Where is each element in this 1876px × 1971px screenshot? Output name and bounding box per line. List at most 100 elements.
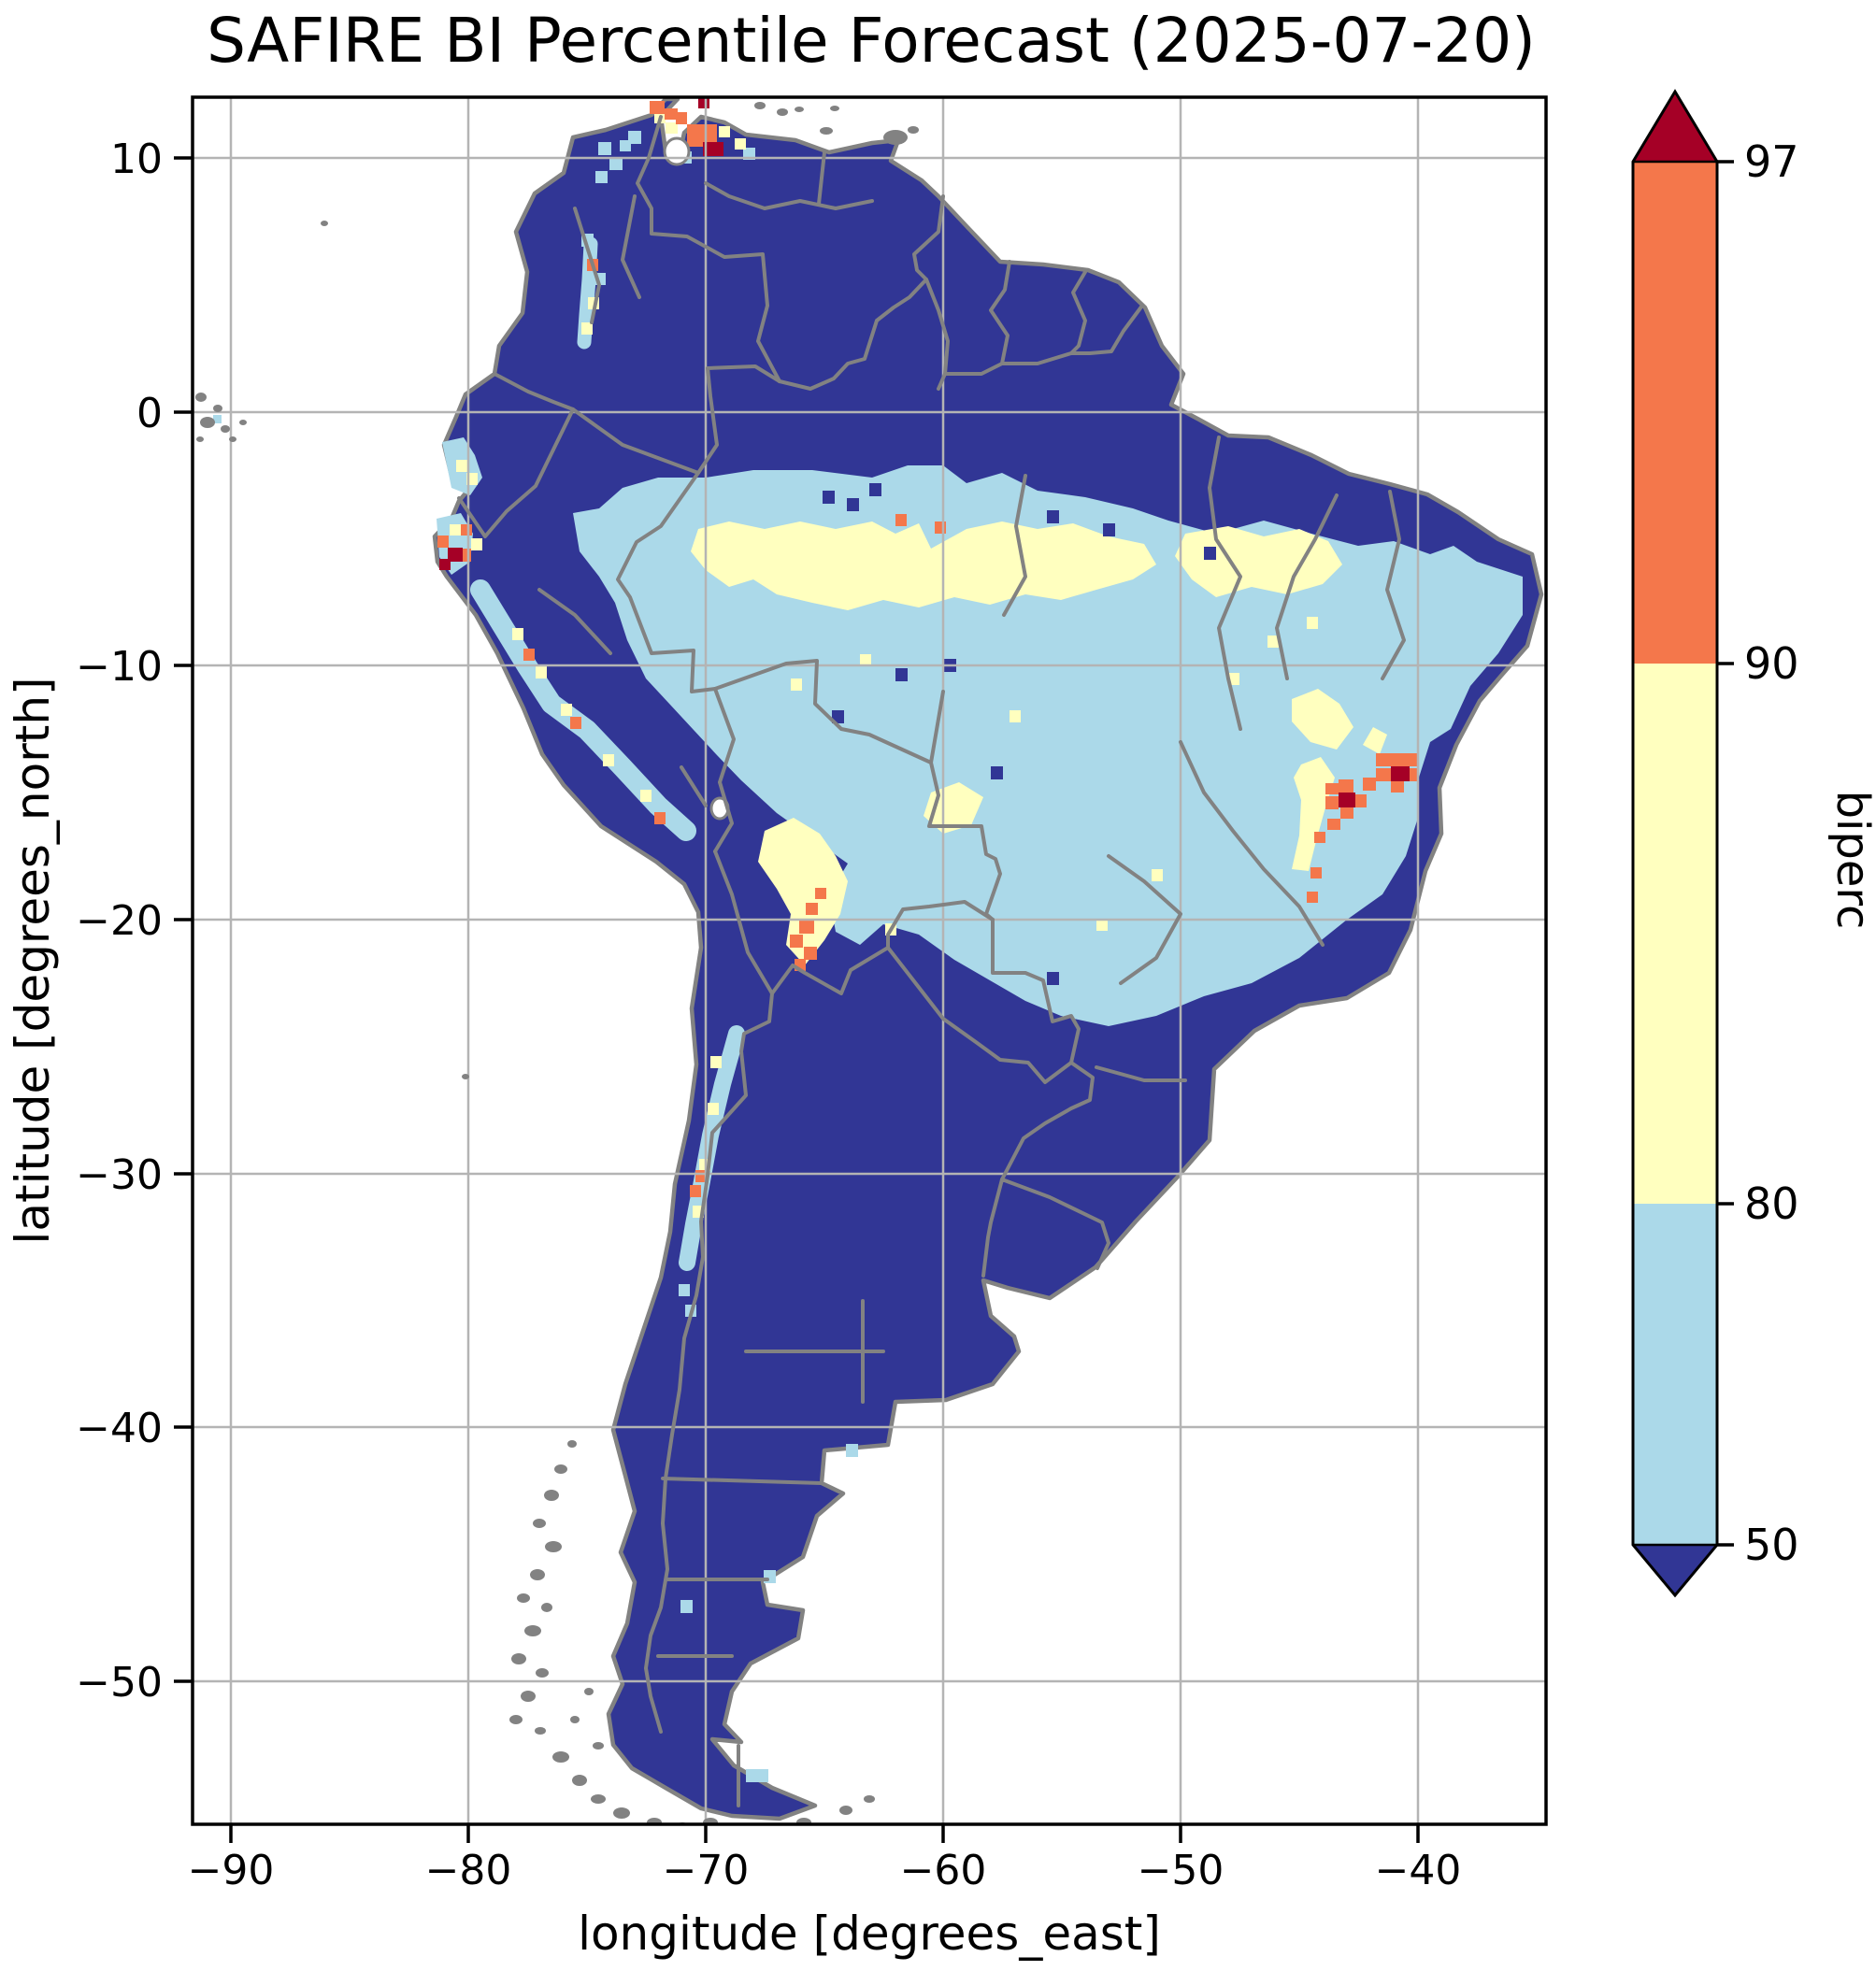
raster-cell [1391, 766, 1410, 781]
raster-cell [609, 157, 623, 170]
raster-cell [471, 538, 482, 550]
island [754, 102, 766, 109]
raster-cell [1228, 673, 1239, 685]
raster-cell [1047, 972, 1059, 985]
island [511, 1653, 526, 1664]
x-tick-label: −90 [188, 1847, 275, 1894]
colorbar: 97 90 80 50 biperc [1631, 89, 1876, 1598]
raster-cell [846, 1444, 858, 1457]
island [584, 1688, 594, 1695]
page-title: SAFIRE BI Percentile Forecast (2025-07-2… [207, 5, 1536, 77]
raster-cell [735, 138, 746, 150]
raster-cell [1339, 779, 1353, 793]
raster-cell [791, 678, 802, 691]
y-tick-label: −50 [76, 1659, 163, 1707]
border-line [1208, 436, 1242, 731]
island [524, 1625, 541, 1636]
colorbar-tick-label: 97 [1744, 136, 1799, 187]
raster-region [1292, 757, 1335, 871]
raster-cell [1096, 919, 1108, 931]
raster-cell [1353, 794, 1367, 807]
raster-90-97 [437, 101, 1417, 1197]
border-line [981, 1178, 1110, 1278]
island [567, 1440, 577, 1448]
island [883, 130, 908, 145]
raster-cell [1152, 869, 1163, 881]
island [545, 1541, 562, 1552]
raster-cell [450, 524, 461, 536]
raster-cell [1340, 807, 1353, 819]
island [195, 393, 207, 402]
border-line [616, 471, 717, 693]
island [462, 1074, 469, 1079]
raster-cell [1267, 636, 1279, 648]
island [321, 221, 328, 226]
border-line [1381, 490, 1406, 680]
island [820, 127, 833, 135]
x-tick-label: −70 [663, 1847, 750, 1894]
raster-cell [935, 991, 947, 1004]
raster-cell [628, 131, 641, 144]
raster-cell [213, 415, 222, 423]
raster-cell [1339, 793, 1355, 807]
colorbar-segment-90-97 [1633, 162, 1717, 664]
x-axis: −90 −80 −70 −60 −50 −40 longitude [degre… [188, 1824, 1461, 1961]
raster-cell [895, 668, 908, 681]
raster-cell [512, 628, 523, 640]
raster-cell [536, 666, 547, 678]
raster-cell [1325, 796, 1339, 809]
colorbar-tick-label: 50 [1744, 1520, 1799, 1570]
colorbar-segment-50-80 [1633, 1204, 1717, 1545]
raster-cell [1376, 768, 1391, 781]
colorbar-tick-label: 90 [1744, 638, 1799, 689]
island [536, 1668, 549, 1678]
colorbar-axis-label: biperc [1826, 791, 1876, 930]
border-line [770, 946, 890, 995]
raster-cell [1310, 867, 1322, 878]
colorbar-tick-label: 80 [1744, 1178, 1799, 1229]
raster-region [1175, 526, 1342, 597]
andes-peru-band [470, 579, 696, 841]
x-axis-label: longitude [degrees_east] [578, 1907, 1161, 1961]
border-line [1000, 1061, 1095, 1181]
axes-frame [191, 95, 1548, 1826]
raster-cell [640, 790, 652, 802]
island [830, 106, 839, 111]
island [239, 420, 247, 425]
border-line [457, 407, 575, 538]
border-line [937, 304, 1144, 391]
raster-cell [570, 717, 581, 729]
border-line [817, 150, 826, 206]
raster-cell [719, 126, 730, 137]
raster-cell [806, 903, 818, 915]
border-line [713, 850, 774, 995]
raster-gt-97 [439, 97, 1410, 807]
island [200, 417, 215, 428]
raster-cell [665, 108, 678, 120]
border-line [1275, 493, 1339, 680]
raster-cell [1327, 819, 1340, 830]
island [530, 1569, 545, 1580]
raster-region [1292, 689, 1353, 750]
raster-cell [523, 649, 535, 661]
island [196, 436, 204, 442]
x-tick-label: −80 [425, 1847, 512, 1894]
border-line [886, 900, 995, 950]
raster-cell [650, 101, 665, 114]
island [777, 108, 788, 116]
border-line [573, 207, 601, 324]
raster-cell [680, 1600, 693, 1613]
raster-cell [710, 1056, 722, 1068]
y-tick-label: −30 [76, 1151, 163, 1199]
raster-80-90 [450, 114, 1387, 1218]
map-axes: −90 −80 −70 −60 −50 −40 longitude [degre… [6, 5, 1548, 1961]
raster-cell [1047, 510, 1059, 523]
raster-cell [676, 112, 687, 124]
island [864, 1795, 875, 1803]
raster-cell [1314, 832, 1325, 843]
raster-region [1363, 727, 1387, 754]
y-tick-label: 10 [110, 136, 163, 183]
border-line [1179, 740, 1325, 947]
raster-cell [1325, 783, 1339, 794]
